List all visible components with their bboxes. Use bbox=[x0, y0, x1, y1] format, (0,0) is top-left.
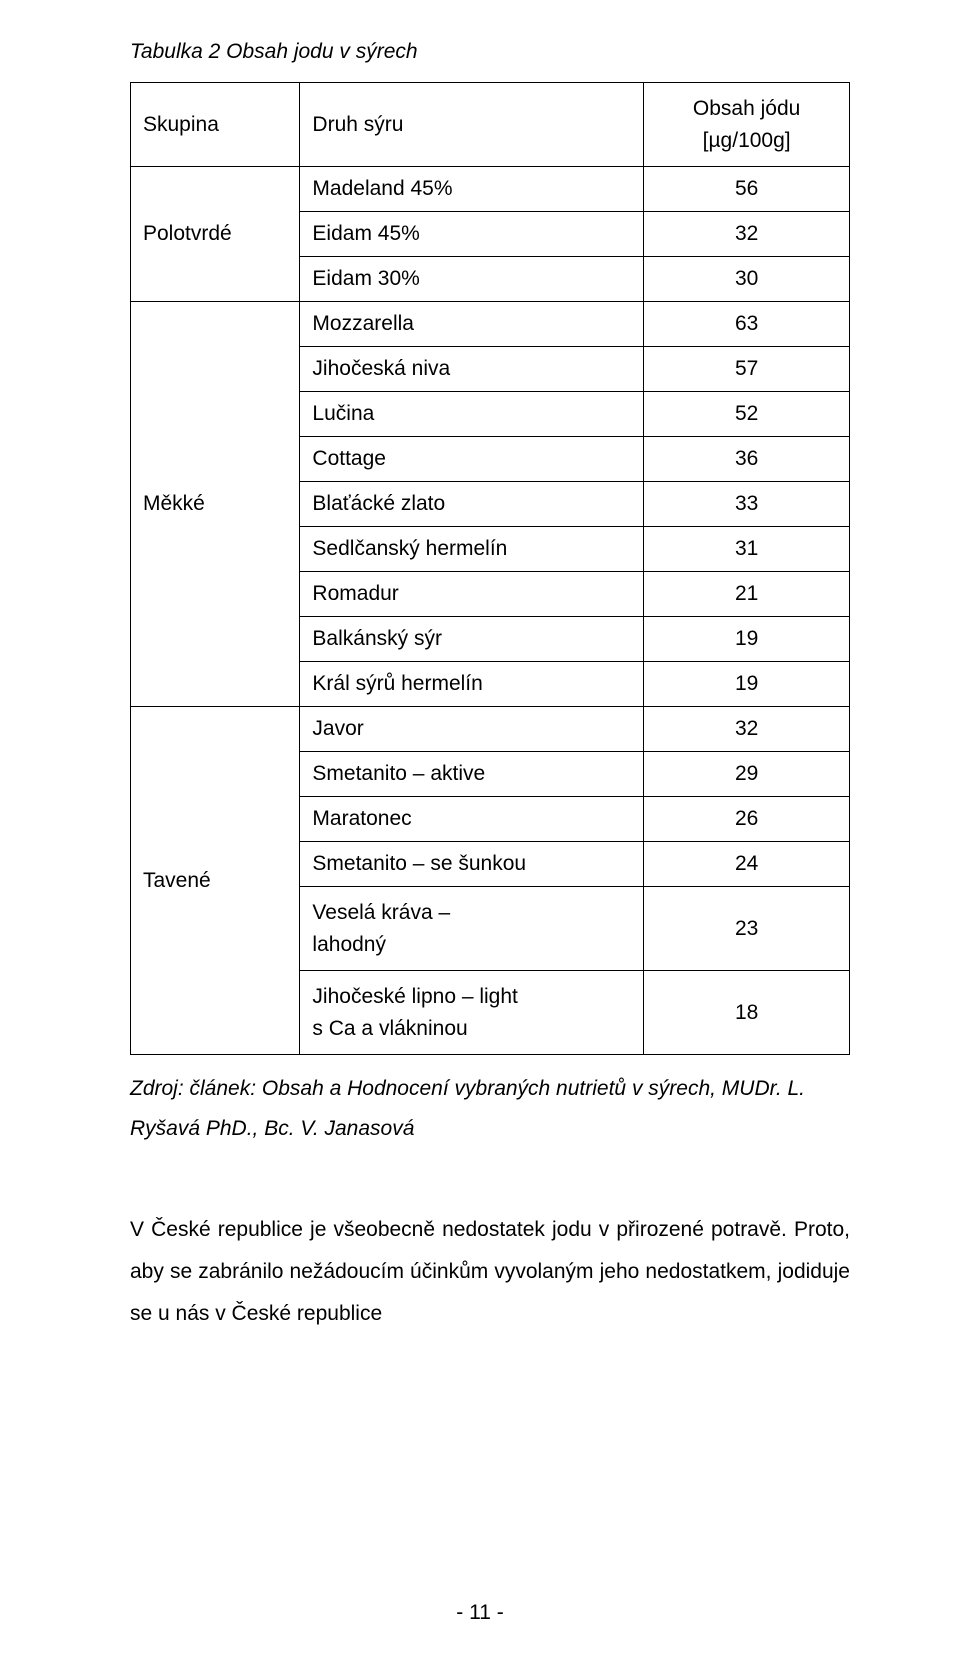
type-cell: Mozzarella bbox=[300, 302, 644, 347]
page-number: - 11 - bbox=[0, 1601, 960, 1625]
value-cell: 18 bbox=[644, 971, 850, 1055]
type-cell: Sedlčanský hermelín bbox=[300, 527, 644, 572]
type-cell: Eidam 30% bbox=[300, 257, 644, 302]
value-cell: 31 bbox=[644, 527, 850, 572]
type-cell: Eidam 45% bbox=[300, 212, 644, 257]
value-cell: 29 bbox=[644, 752, 850, 797]
value-cell: 21 bbox=[644, 572, 850, 617]
value-cell: 24 bbox=[644, 842, 850, 887]
value-cell: 32 bbox=[644, 212, 850, 257]
type-cell: Cottage bbox=[300, 437, 644, 482]
type-cell: Smetanito – se šunkou bbox=[300, 842, 644, 887]
iodine-table: SkupinaDruh sýruObsah jódu[µg/100g]Polot… bbox=[130, 82, 850, 1055]
type-cell: Král sýrů hermelín bbox=[300, 662, 644, 707]
value-cell: 52 bbox=[644, 392, 850, 437]
type-cell: Maratonec bbox=[300, 797, 644, 842]
value-cell: 57 bbox=[644, 347, 850, 392]
value-cell: 23 bbox=[644, 887, 850, 971]
type-cell: Jihočeská niva bbox=[300, 347, 644, 392]
group-cell: Tavené bbox=[131, 707, 300, 1055]
value-cell: 32 bbox=[644, 707, 850, 752]
header-type: Druh sýru bbox=[300, 83, 644, 167]
table-row: MěkkéMozzarella63 bbox=[131, 302, 850, 347]
value-cell: 63 bbox=[644, 302, 850, 347]
type-cell: Blaťácké zlato bbox=[300, 482, 644, 527]
value-cell: 36 bbox=[644, 437, 850, 482]
value-cell: 19 bbox=[644, 617, 850, 662]
table-row: TavenéJavor32 bbox=[131, 707, 850, 752]
table-caption: Tabulka 2 Obsah jodu v sýrech bbox=[130, 40, 850, 64]
type-cell: Jihočeské lipno – lights Ca a vlákninou bbox=[300, 971, 644, 1055]
table-row: PolotvrdéMadeland 45%56 bbox=[131, 167, 850, 212]
header-group: Skupina bbox=[131, 83, 300, 167]
type-cell: Javor bbox=[300, 707, 644, 752]
value-cell: 56 bbox=[644, 167, 850, 212]
type-cell: Madeland 45% bbox=[300, 167, 644, 212]
header-value: Obsah jódu[µg/100g] bbox=[644, 83, 850, 167]
value-cell: 26 bbox=[644, 797, 850, 842]
group-cell: Měkké bbox=[131, 302, 300, 707]
value-cell: 30 bbox=[644, 257, 850, 302]
table-source: Zdroj: článek: Obsah a Hodnocení vybraný… bbox=[130, 1069, 850, 1149]
type-cell: Romadur bbox=[300, 572, 644, 617]
type-cell: Smetanito – aktive bbox=[300, 752, 644, 797]
type-cell: Veselá kráva –lahodný bbox=[300, 887, 644, 971]
body-paragraph: V České republice je všeobecně nedostate… bbox=[130, 1209, 850, 1335]
type-cell: Lučina bbox=[300, 392, 644, 437]
type-cell: Balkánský sýr bbox=[300, 617, 644, 662]
value-cell: 19 bbox=[644, 662, 850, 707]
value-cell: 33 bbox=[644, 482, 850, 527]
group-cell: Polotvrdé bbox=[131, 167, 300, 302]
